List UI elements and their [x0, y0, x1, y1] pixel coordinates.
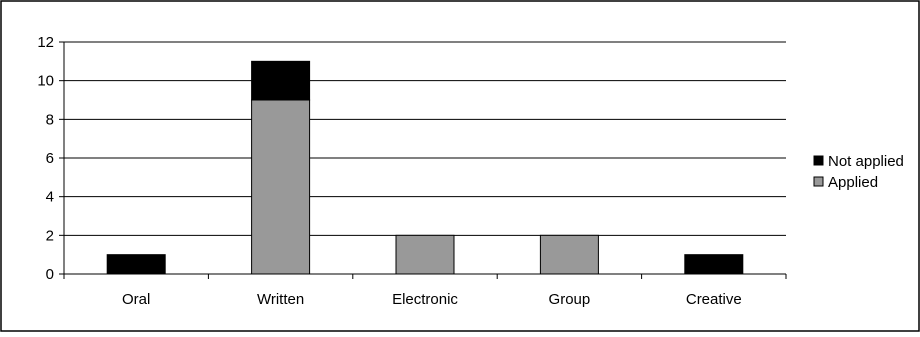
legend-swatch: [813, 176, 824, 187]
bar-segment: [251, 99, 311, 275]
x-tick-label: Oral: [122, 291, 150, 308]
bar-segment: [395, 234, 455, 275]
x-tick-label: Creative: [686, 291, 742, 308]
bar-segment: [684, 254, 744, 275]
y-tick-label: 2: [46, 227, 54, 244]
bar-segment: [251, 60, 311, 101]
x-tick-label: Written: [257, 291, 304, 308]
bars: [106, 60, 744, 275]
x-tick-label: Group: [549, 291, 591, 308]
x-tick-label: Electronic: [392, 291, 458, 308]
legend-swatch: [813, 155, 824, 166]
legend-label: Not applied: [828, 153, 904, 170]
tick-labels: 0 2 4 6 8 10 12 Oral Written Electronic Group Creat…: [37, 34, 741, 308]
y-tick-label: 10: [37, 73, 54, 90]
gridlines: [64, 41, 786, 236]
y-tick-label: 12: [37, 34, 54, 51]
y-tick-label: 6: [46, 150, 54, 167]
y-tick-label: 4: [46, 189, 54, 206]
y-tick-label: 0: [46, 266, 54, 283]
legend: Not applied Applied: [813, 153, 904, 191]
legend-label: Applied: [828, 174, 878, 191]
bar-segment: [106, 254, 166, 275]
bar-segment: [539, 234, 599, 275]
y-tick-label: 8: [46, 111, 54, 128]
